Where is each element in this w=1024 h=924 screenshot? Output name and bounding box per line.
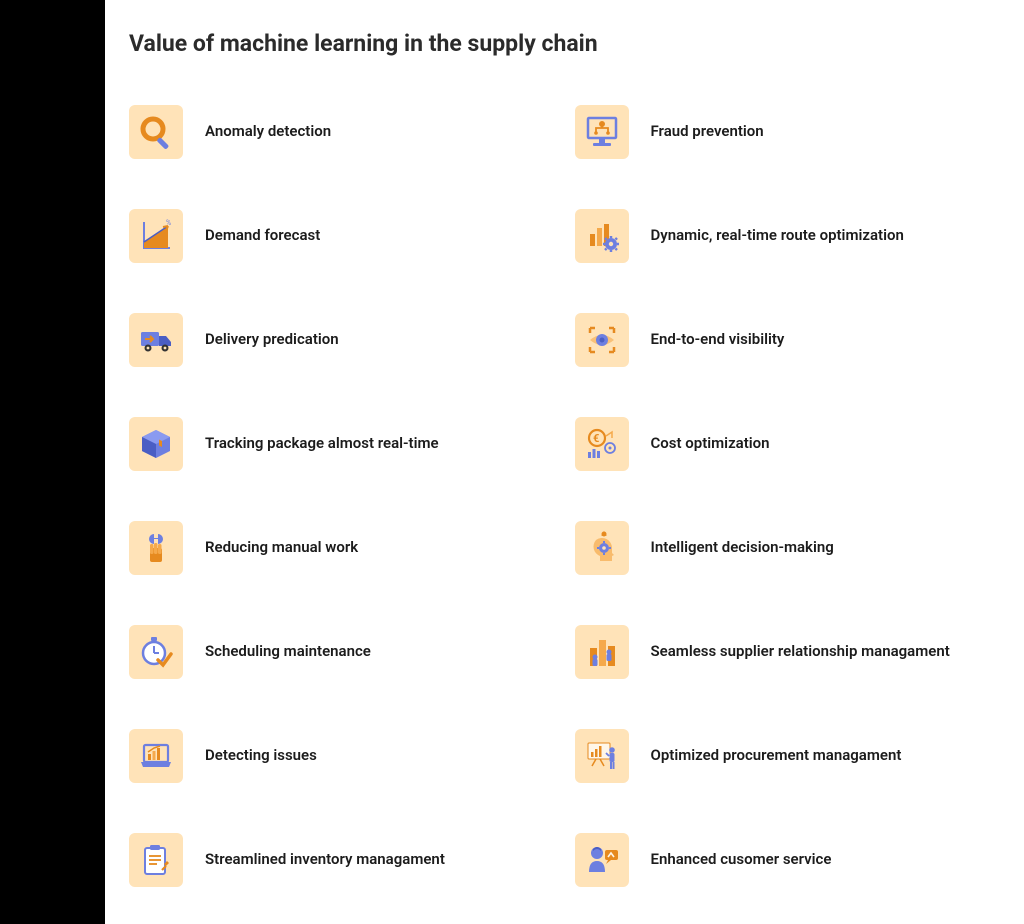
value-item-label: Cost optimization <box>651 434 770 454</box>
value-item: Delivery predication <box>129 313 555 367</box>
value-item: Dynamic, real-time route optimization <box>575 209 1001 263</box>
value-item: Intelligent decision-making <box>575 521 1001 575</box>
monitor-network-icon <box>575 105 629 159</box>
euro-chart-icon: € <box>575 417 629 471</box>
value-item: Reducing manual work <box>129 521 555 575</box>
value-item-label: Streamlined inventory managament <box>205 850 445 870</box>
value-item-label: Detecting issues <box>205 746 317 766</box>
value-item-label: Anomaly detection <box>205 122 331 142</box>
main-content: Value of machine learning in the supply … <box>105 0 1024 924</box>
sidebar-stripe <box>0 0 105 924</box>
value-item-label: Fraud prevention <box>651 122 764 142</box>
magnifier-icon <box>129 105 183 159</box>
value-item-label: Reducing manual work <box>205 538 358 558</box>
person-speech-icon <box>575 833 629 887</box>
value-item: % Demand forecast <box>129 209 555 263</box>
stopwatch-check-icon <box>129 625 183 679</box>
value-item-label: Enhanced cusomer service <box>651 850 832 870</box>
clipboard-icon <box>129 833 183 887</box>
value-item-label: Tracking package almost real-time <box>205 434 439 454</box>
package-icon <box>129 417 183 471</box>
value-item: Scheduling maintenance <box>129 625 555 679</box>
page-title: Value of machine learning in the supply … <box>129 30 1000 57</box>
value-item: Seamless supplier relationship managamen… <box>575 625 1001 679</box>
laptop-chart-icon <box>129 729 183 783</box>
value-item: Optimized procurement managament <box>575 729 1001 783</box>
truck-icon <box>129 313 183 367</box>
value-item: € Cost optimization <box>575 417 1001 471</box>
value-grid: Anomaly detection Fraud prevention % Dem… <box>129 105 1000 887</box>
value-item-label: Optimized procurement managament <box>651 746 902 766</box>
value-item-label: Dynamic, real-time route optimization <box>651 226 904 246</box>
value-item-label: End-to-end visibility <box>651 330 785 350</box>
value-item-label: Delivery predication <box>205 330 339 350</box>
value-item-label: Seamless supplier relationship managamen… <box>651 642 950 662</box>
value-item: Tracking package almost real-time <box>129 417 555 471</box>
value-item: Anomaly detection <box>129 105 555 159</box>
value-item-label: Demand forecast <box>205 226 320 246</box>
value-item: Detecting issues <box>129 729 555 783</box>
svg-text:€: € <box>593 432 599 445</box>
value-item: Enhanced cusomer service <box>575 833 1001 887</box>
eye-focus-icon <box>575 313 629 367</box>
value-item: Streamlined inventory managament <box>129 833 555 887</box>
value-item: Fraud prevention <box>575 105 1001 159</box>
value-item: End-to-end visibility <box>575 313 1001 367</box>
person-board-icon <box>575 729 629 783</box>
value-item-label: Scheduling maintenance <box>205 642 371 662</box>
wrench-hand-icon <box>129 521 183 575</box>
chart-up-icon: % <box>129 209 183 263</box>
head-gear-icon <box>575 521 629 575</box>
svg-text:%: % <box>166 219 171 227</box>
people-bars-icon <box>575 625 629 679</box>
value-item-label: Intelligent decision-making <box>651 538 834 558</box>
bars-gear-icon <box>575 209 629 263</box>
